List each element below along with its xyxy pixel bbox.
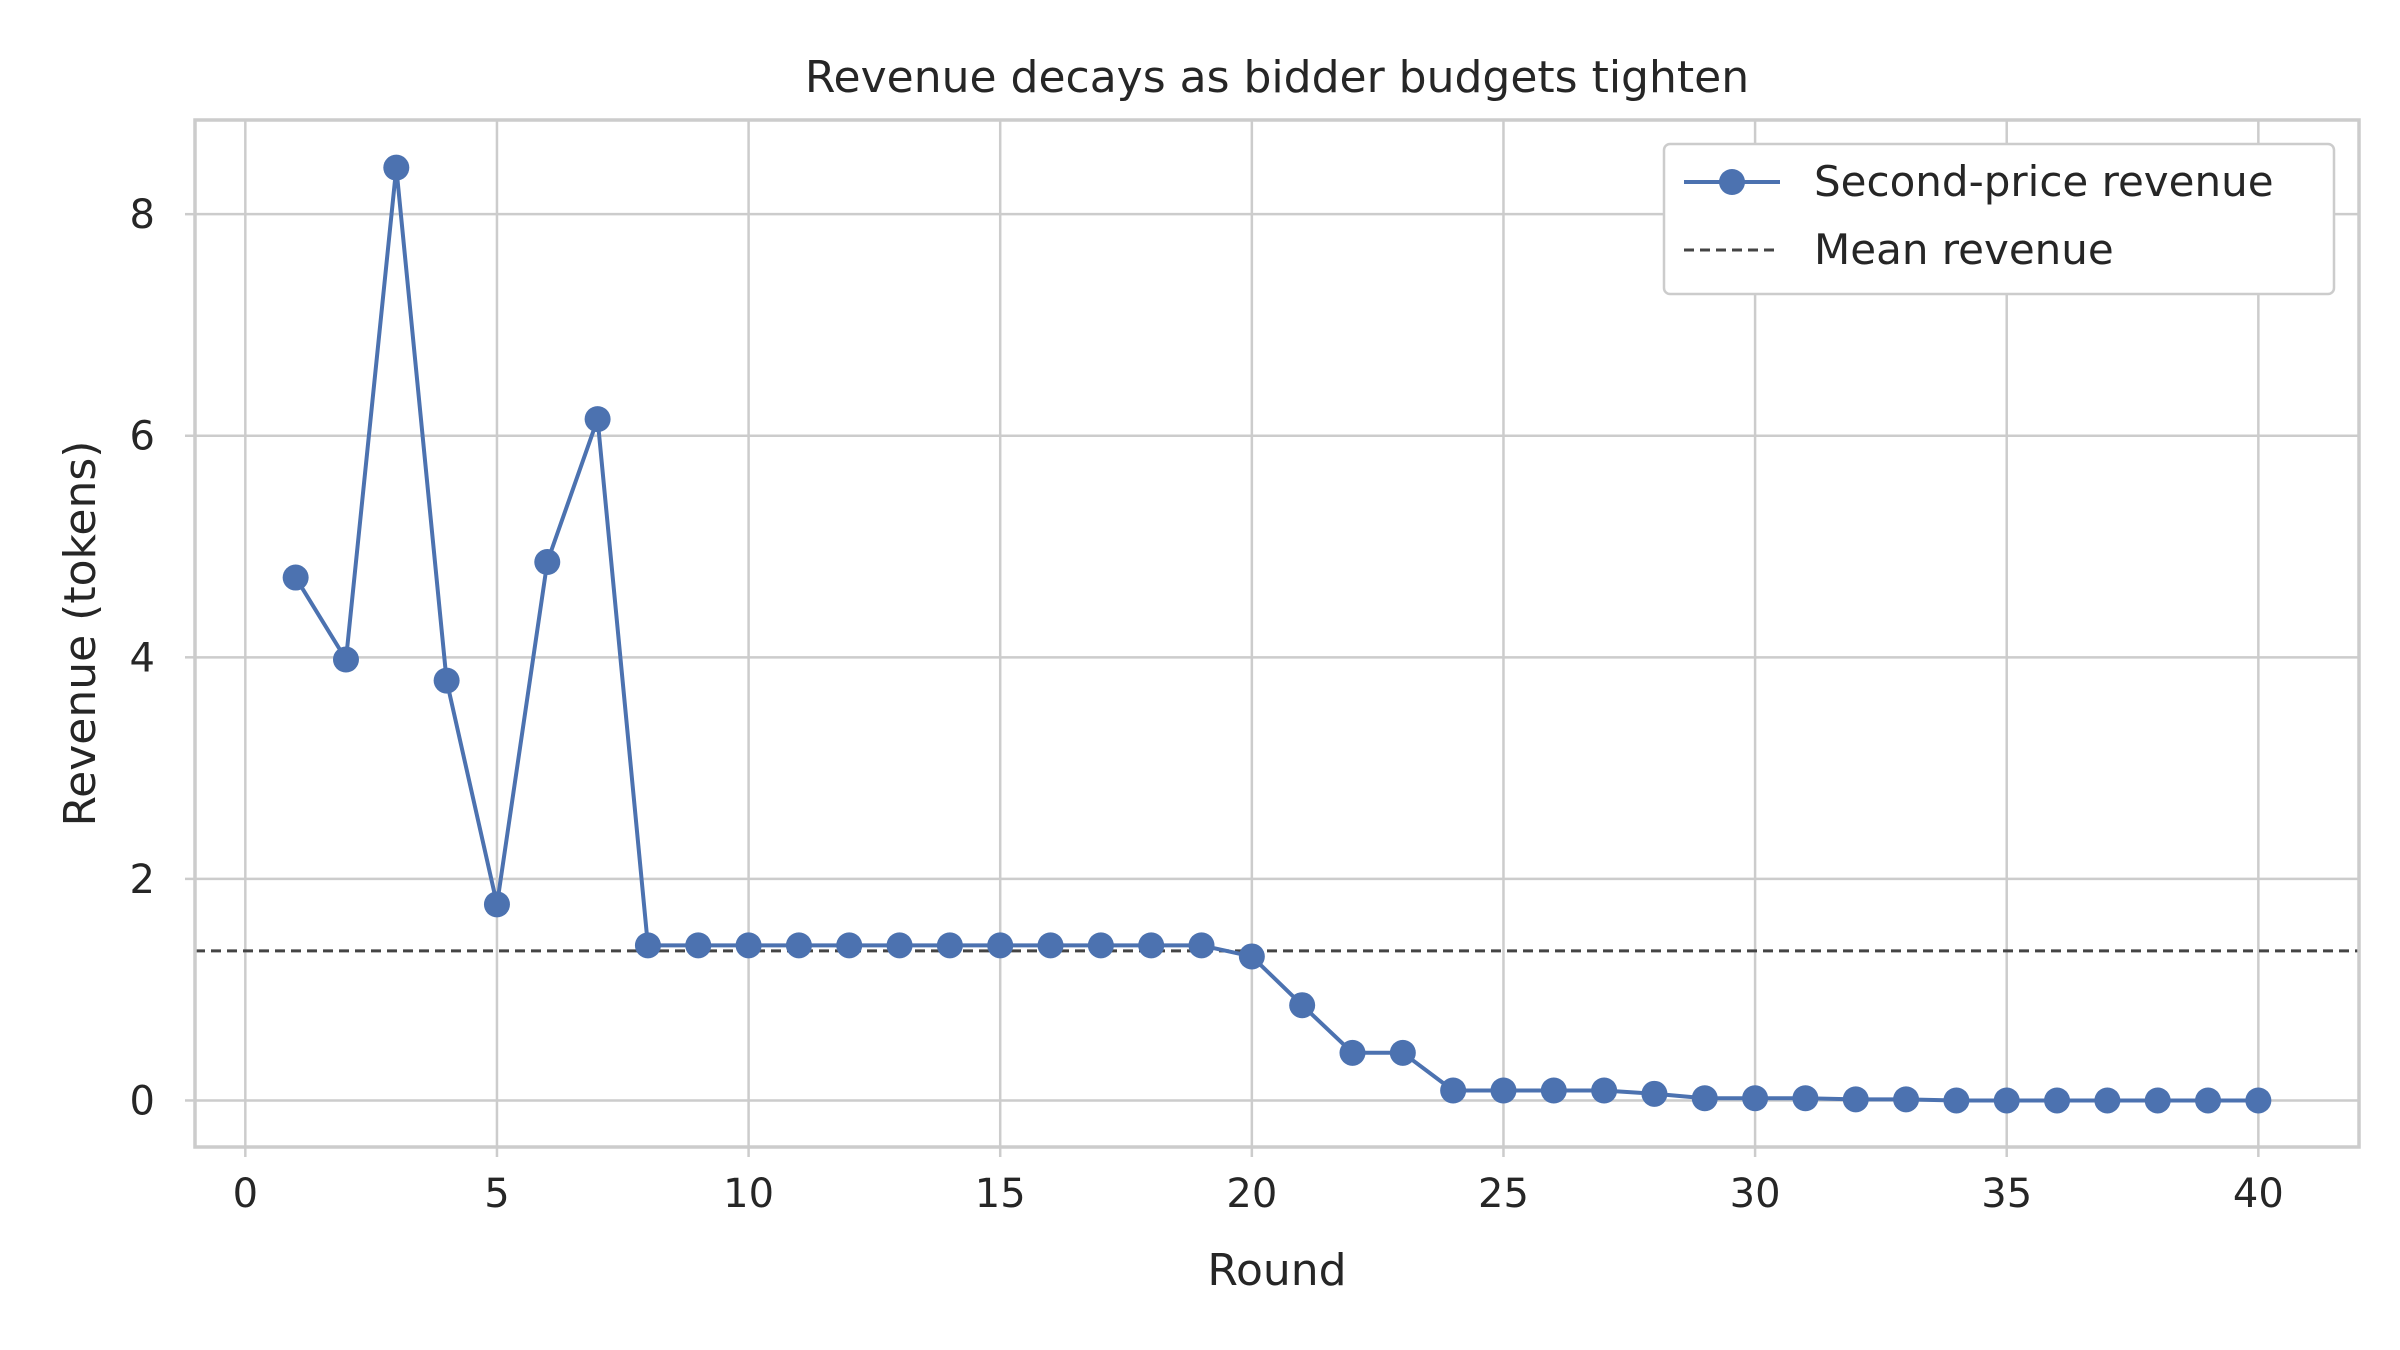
- y-tick-label: 8: [130, 192, 155, 238]
- plot-frame: [193, 118, 2361, 1149]
- data-point: [886, 932, 913, 959]
- data-point: [1440, 1077, 1467, 1104]
- data-point: [534, 549, 561, 576]
- data-point: [1893, 1086, 1920, 1113]
- y-tick-label: 2: [130, 857, 155, 903]
- data-point: [735, 932, 762, 959]
- data-point: [383, 154, 410, 181]
- data-point: [1339, 1039, 1366, 1066]
- y-tick-label: 0: [130, 1078, 155, 1124]
- x-tick-label: 35: [1981, 1171, 2032, 1217]
- y-tick-label: 6: [130, 414, 155, 460]
- x-tick-label: 10: [723, 1171, 774, 1217]
- data-point: [332, 646, 359, 673]
- x-tick-label: 40: [2233, 1171, 2284, 1217]
- data-point: [1138, 932, 1165, 959]
- data-point: [1943, 1087, 1970, 1114]
- data-point: [1490, 1077, 1517, 1104]
- chart-title: Revenue decays as bidder budgets tighten: [805, 52, 1749, 103]
- x-tick-label: 5: [484, 1171, 509, 1217]
- legend-box: [1662, 142, 2336, 296]
- data-point: [836, 932, 863, 959]
- data-point: [987, 932, 1014, 959]
- data-point: [936, 932, 963, 959]
- data-point: [1037, 932, 1064, 959]
- tick-labels: 0 5 10 15 20 25 30 35 40 0 2 4 6 8: [130, 192, 2284, 1217]
- data-point: [1792, 1085, 1819, 1112]
- data-point: [433, 667, 460, 694]
- legend: Second-price revenue Mean revenue: [1662, 142, 2336, 296]
- data-point: [1842, 1086, 1869, 1113]
- data-point: [1742, 1085, 1769, 1112]
- data-point: [1993, 1087, 2020, 1114]
- y-tick-label: 4: [130, 635, 155, 681]
- data-point: [1389, 1039, 1416, 1066]
- y-axis-label: Revenue (tokens): [55, 441, 106, 827]
- data-point: [1540, 1077, 1567, 1104]
- data-point: [685, 932, 712, 959]
- data-point: [483, 891, 510, 918]
- data-point: [1087, 932, 1114, 959]
- series-layer: [282, 154, 2272, 1114]
- x-tick-label: 15: [975, 1171, 1026, 1217]
- legend-label-second-price: Second-price revenue: [1814, 157, 2274, 206]
- data-point: [1591, 1077, 1618, 1104]
- data-point: [1691, 1085, 1718, 1112]
- data-point: [1238, 943, 1265, 970]
- data-point: [2094, 1087, 2121, 1114]
- data-point: [634, 932, 661, 959]
- x-tick-label: 25: [1478, 1171, 1529, 1217]
- x-axis-label: Round: [1207, 1245, 1346, 1296]
- data-point: [1641, 1080, 1668, 1107]
- data-point: [584, 406, 611, 433]
- legend-swatch-second-price-marker: [1719, 169, 1745, 195]
- x-tick-label: 20: [1226, 1171, 1277, 1217]
- x-tick-label: 0: [233, 1171, 258, 1217]
- data-point: [2144, 1087, 2171, 1114]
- data-point: [2044, 1087, 2071, 1114]
- data-point: [1289, 992, 1316, 1019]
- data-point: [2195, 1087, 2222, 1114]
- data-point: [2245, 1087, 2272, 1114]
- second-price-revenue-line: [293, 165, 2259, 1103]
- data-point: [785, 932, 812, 959]
- data-point: [282, 564, 309, 591]
- legend-label-mean: Mean revenue: [1814, 225, 2114, 274]
- x-tick-label: 30: [1730, 1171, 1781, 1217]
- data-point: [1188, 932, 1215, 959]
